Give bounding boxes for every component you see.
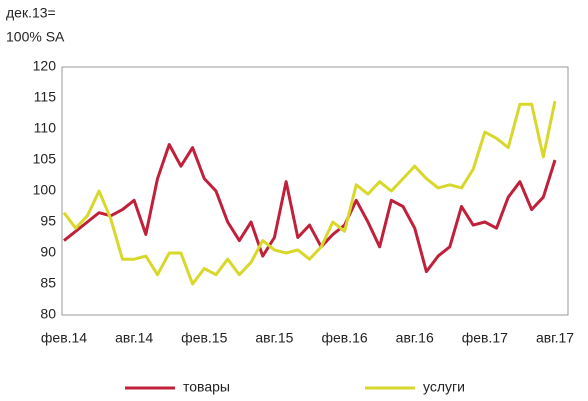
x-tick-label: авг.14: [115, 330, 153, 346]
series-line: [62, 100, 557, 286]
y-tick-label: 85: [40, 275, 56, 291]
x-tick-label: авг.17: [536, 330, 574, 346]
legend-label: услуги: [423, 379, 465, 395]
x-tick-label: фев.15: [181, 330, 227, 346]
y-tick-label: 95: [40, 213, 56, 229]
y-tick-label: 120: [33, 58, 57, 74]
y-tick-label: 105: [33, 151, 57, 167]
y-tick-label: 100: [33, 182, 57, 198]
y-label: 100% SA: [6, 29, 65, 45]
legend-label: товары: [183, 379, 230, 395]
y-tick-label: 110: [34, 120, 57, 136]
x-tick-label: авг.16: [396, 330, 434, 346]
y-label: дек.13=: [6, 5, 56, 21]
x-tick-label: авг.15: [255, 330, 293, 346]
y-tick-label: 90: [40, 244, 56, 260]
plot-frame: [61, 66, 569, 316]
y-tick-label: 115: [34, 89, 57, 105]
y-tick-label: 80: [40, 306, 56, 322]
x-tick-label: фев.17: [462, 330, 508, 346]
x-tick-label: фев.16: [321, 330, 367, 346]
series-line: [63, 143, 557, 274]
x-tick-label: фев.14: [41, 330, 87, 346]
